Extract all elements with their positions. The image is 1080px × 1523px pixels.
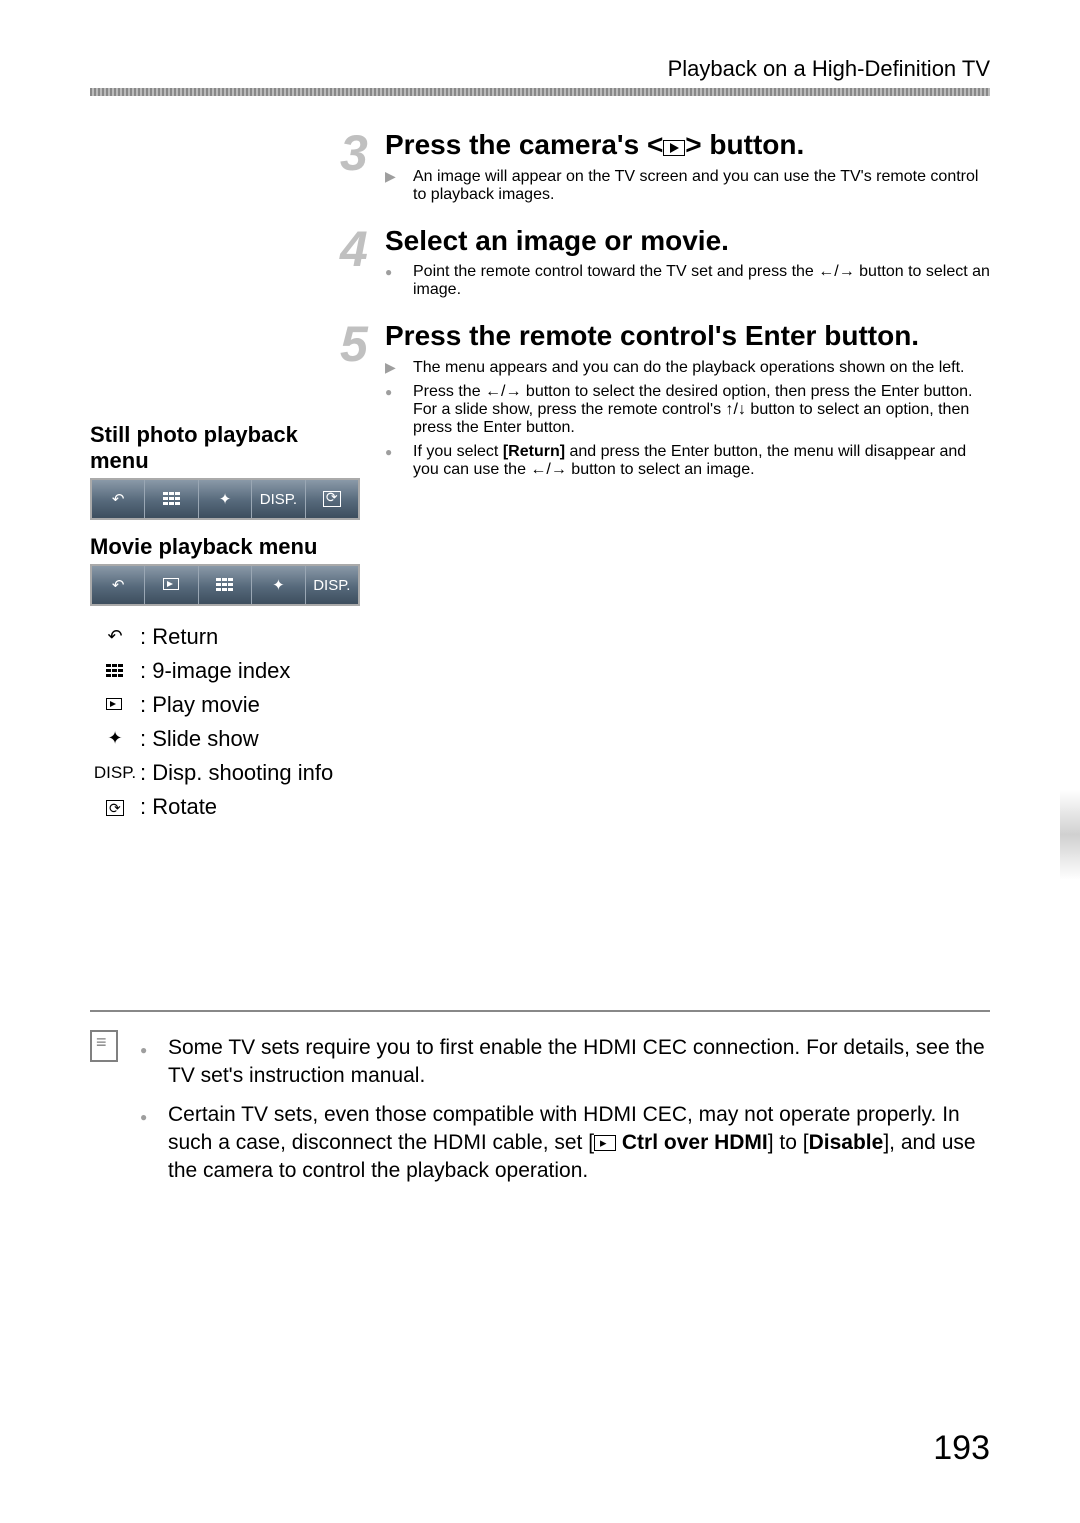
- step-bullet: Press the ←/→ button to select the desir…: [385, 383, 990, 437]
- menu-grid-icon: [145, 480, 198, 518]
- bullet-pre: If you select: [413, 443, 503, 460]
- menu-slide-icon: [199, 480, 252, 518]
- legend-label: : Slide show: [140, 722, 259, 756]
- note-text: Certain TV sets, even those compatible w…: [168, 1101, 990, 1186]
- step-bullet: If you select [Return] and press the Ent…: [385, 443, 990, 479]
- menu-disp-label: DISP.: [306, 566, 358, 604]
- note-bullet: Certain TV sets, even those compatible w…: [140, 1101, 990, 1186]
- step-heading: Press the remote control's Enter button.: [385, 319, 990, 353]
- note-bold2: Disable: [809, 1131, 884, 1154]
- play-movie-icon: [90, 698, 140, 712]
- bullet-dot-icon: [385, 443, 413, 479]
- notes-content: Some TV sets require you to first enable…: [90, 1034, 990, 1186]
- bullet-text: Point the remote control toward the TV s…: [413, 263, 990, 299]
- menu-grid-icon: [199, 566, 252, 604]
- step-5: 5 Press the remote control's Enter butto…: [385, 319, 990, 479]
- legend-label: : Play movie: [140, 688, 260, 722]
- legend-label: : Disp. shooting info: [140, 756, 333, 790]
- disp-icon: DISP.: [90, 760, 140, 786]
- notes-icon: [90, 1030, 118, 1062]
- step-bullet: Point the remote control toward the TV s…: [385, 263, 990, 299]
- menu-return-icon: [92, 566, 145, 604]
- legend-row-return: : Return: [90, 620, 360, 654]
- legend-label: : 9-image index: [140, 654, 290, 688]
- bullet-dot-icon: [140, 1101, 168, 1186]
- still-menu-bar: DISP.: [90, 478, 360, 520]
- legend-row-rotate: : Rotate: [90, 790, 360, 824]
- note-bold1: Ctrl over HDMI: [622, 1131, 768, 1154]
- bullet-text: An image will appear on the TV screen an…: [413, 168, 990, 204]
- legend-row-play: : Play movie: [90, 688, 360, 722]
- bullet-dot-icon: [140, 1034, 168, 1091]
- heading-pre: Press the camera's <: [385, 129, 663, 160]
- header-rule: [90, 88, 990, 96]
- return-icon: [90, 623, 140, 651]
- steps-column: 3 Press the camera's <> button. An image…: [385, 128, 990, 499]
- menu-disp-label: DISP.: [252, 480, 305, 518]
- legend-row-slide: : Slide show: [90, 722, 360, 756]
- page-number: 193: [933, 1429, 990, 1468]
- still-menu-title: Still photo playback menu: [90, 422, 360, 474]
- step-number: 4: [340, 224, 380, 274]
- menu-rotate-icon: [306, 480, 358, 518]
- bullet-bold: [Return]: [503, 443, 565, 460]
- legend-label: : Rotate: [140, 790, 217, 824]
- note-bullet: Some TV sets require you to first enable…: [140, 1034, 990, 1091]
- bullet-text: The menu appears and you can do the play…: [413, 359, 964, 377]
- icon-legend: : Return : 9-image index : Play movie : …: [90, 620, 360, 825]
- left-column: Still photo playback menu DISP. Movie pl…: [90, 422, 360, 825]
- movie-menu-bar: DISP.: [90, 564, 360, 606]
- step-heading: Press the camera's < > button.: [385, 128, 990, 162]
- legend-row-disp: DISP. : Disp. shooting info: [90, 756, 360, 790]
- movie-menu-title: Movie playback menu: [90, 534, 360, 560]
- legend-label: : Return: [140, 620, 218, 654]
- rotate-icon: [90, 800, 140, 816]
- step-bullet: An image will appear on the TV screen an…: [385, 168, 990, 204]
- heading-post: > button.: [685, 129, 804, 160]
- grid-icon: [90, 664, 140, 678]
- playback-icon: [663, 140, 685, 156]
- bullet-text: If you select [Return] and press the Ent…: [413, 443, 990, 479]
- bullet-dot-icon: [385, 383, 413, 437]
- note-text: Some TV sets require you to first enable…: [168, 1034, 990, 1091]
- step-heading: Select an image or movie.: [385, 224, 990, 258]
- step-number: 3: [340, 128, 380, 178]
- step-number: 5: [340, 319, 380, 369]
- step-4: 4 Select an image or movie. Point the re…: [385, 224, 990, 300]
- bullet-triangle-icon: [385, 359, 413, 377]
- page-header: Playback on a High-Definition TV: [668, 56, 990, 82]
- bullet-triangle-icon: [385, 168, 413, 204]
- note-mid: ] to [: [768, 1131, 809, 1154]
- legend-row-grid: : 9-image index: [90, 654, 360, 688]
- menu-play-icon: [145, 566, 198, 604]
- step-bullet: The menu appears and you can do the play…: [385, 359, 990, 377]
- menu-return-icon: [92, 480, 145, 518]
- bullet-text: Press the ←/→ button to select the desir…: [413, 383, 990, 437]
- step-3: 3 Press the camera's <> button. An image…: [385, 128, 990, 204]
- notes-section: Some TV sets require you to first enable…: [90, 1010, 990, 1196]
- bullet-dot-icon: [385, 263, 413, 299]
- menu-icon: [594, 1135, 616, 1151]
- menu-slide-icon: [252, 566, 305, 604]
- slide-show-icon: [90, 725, 140, 753]
- page-edge-gradient: [1060, 790, 1080, 880]
